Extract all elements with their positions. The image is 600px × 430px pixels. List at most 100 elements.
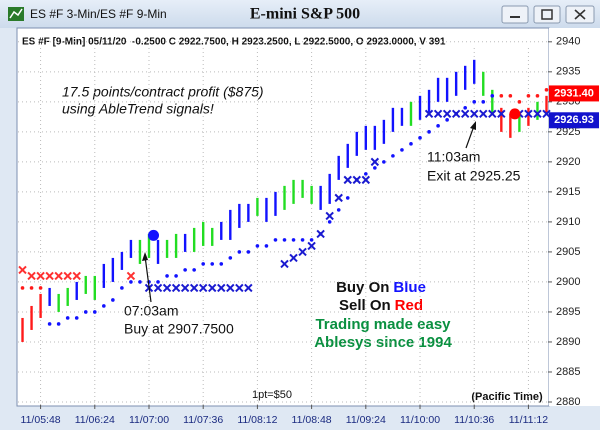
grid-layer <box>18 41 548 405</box>
annotation: 17.5 points/contract profit ($875) <box>62 84 264 100</box>
stop-cross <box>189 283 199 293</box>
stop-cross <box>171 283 181 293</box>
annotation: Buy at 2907.7500 <box>124 321 234 337</box>
stop-dot <box>291 238 296 242</box>
x-tick-label: 11/10:36 <box>454 414 494 426</box>
y-tick-label: 2925 <box>556 126 580 138</box>
stop-dot <box>544 88 549 92</box>
annotation: using AbleTrend signals! <box>62 101 214 117</box>
stop-cross <box>289 253 298 263</box>
stop-dot <box>65 316 70 320</box>
stop-dot <box>336 208 341 212</box>
stop-dot <box>102 304 106 308</box>
stop-cross <box>352 175 361 185</box>
window-title: ES #F 3-Min/ES #F 9-Min <box>30 7 167 21</box>
plot-area <box>16 27 550 407</box>
stop-dot <box>156 280 160 284</box>
stop-cross <box>442 109 452 119</box>
stop-cross <box>451 109 461 119</box>
stop-cross <box>63 271 72 281</box>
x-tick-label: 11/10:00 <box>400 414 440 426</box>
x-tick-label: 11/06:24 <box>75 414 115 426</box>
stop-dot <box>129 280 133 284</box>
x-tick-label: 11/05:48 <box>21 414 61 426</box>
stop-dot <box>391 154 395 158</box>
stop-cross <box>153 283 163 293</box>
stop-dot <box>111 298 115 302</box>
stop-dot <box>273 238 278 242</box>
signal-dot <box>148 229 160 241</box>
stop-dot <box>282 238 287 242</box>
y-tick-label: 2940 <box>556 36 580 48</box>
stop-cross <box>497 109 506 119</box>
x-tick-label: 11/08:12 <box>237 414 277 426</box>
y-tick-label: 2880 <box>556 396 580 408</box>
stop-cross <box>524 109 533 119</box>
stop-dot <box>56 322 61 326</box>
stop-dot <box>436 124 440 128</box>
stop-dot <box>38 286 43 290</box>
stop-dot <box>255 244 260 248</box>
stop-dot <box>499 94 504 98</box>
stop-cross <box>162 283 172 293</box>
stop-cross <box>280 259 289 269</box>
stop-cross <box>208 283 217 293</box>
stop-dot <box>400 148 404 152</box>
stop-cross <box>126 271 136 281</box>
stop-dot <box>228 256 233 260</box>
y-tick-label: 2910 <box>556 216 580 228</box>
stop-dot <box>83 310 88 314</box>
stop-cross <box>370 157 380 167</box>
stop-dot <box>481 100 486 104</box>
annotation: 07:03am <box>124 303 178 319</box>
rule-text: Sell On Red <box>339 297 423 314</box>
stop-cross <box>235 283 244 293</box>
stop-cross <box>18 265 27 275</box>
y-tick-label: 2900 <box>556 276 580 288</box>
stop-dot <box>138 280 142 284</box>
chart-title: E-mini S&P 500 <box>250 6 360 23</box>
y-tick-label: 2915 <box>556 186 580 198</box>
window-buttons <box>501 5 595 24</box>
stop-dot <box>327 220 332 224</box>
axis-layer: 2880 2885 2890 2895 2900 2905 2910 2915 2920 2925… <box>21 36 599 426</box>
arrow <box>465 125 475 149</box>
stop-dot <box>373 166 377 170</box>
stop-cross <box>36 271 45 281</box>
stop-dot <box>74 316 79 320</box>
rule-text-part: Buy On <box>336 279 389 296</box>
stop-cross <box>180 283 190 293</box>
stop-dot <box>535 94 540 98</box>
stop-cross <box>45 271 54 281</box>
x-tick-label: 11/07:36 <box>183 414 223 426</box>
stop-dot <box>120 286 124 290</box>
rule-text-color: Red <box>395 297 423 314</box>
stop-dot <box>201 262 205 266</box>
arrow-head <box>470 121 476 130</box>
stop-dot <box>20 286 25 290</box>
y-tick-label: 2890 <box>556 336 580 348</box>
stop-dot <box>490 94 495 98</box>
arrow-head <box>142 252 148 261</box>
price-tag-label: 2931.40 <box>554 87 594 99</box>
minimize-button[interactable] <box>501 5 529 24</box>
stop-dot <box>463 106 467 110</box>
stop-dot <box>47 322 52 326</box>
stop-dot <box>418 136 422 140</box>
timezone: (Pacific Time) <box>471 391 543 403</box>
slogan: Trading made easy <box>315 316 451 333</box>
y-tick-label: 2905 <box>556 246 580 258</box>
stop-dot <box>526 94 531 98</box>
rule-text-color: Blue <box>393 279 426 296</box>
stop-cross <box>460 109 470 119</box>
stop-cross <box>433 109 443 119</box>
stop-cross <box>334 193 343 203</box>
stop-cross <box>424 109 434 119</box>
stop-dot <box>192 268 196 272</box>
point-value: 1pt=$50 <box>252 389 292 401</box>
stop-dot <box>364 172 368 176</box>
restore-button[interactable] <box>533 5 561 24</box>
stop-cross <box>244 283 253 293</box>
x-tick-label: 11/09:24 <box>346 414 386 426</box>
